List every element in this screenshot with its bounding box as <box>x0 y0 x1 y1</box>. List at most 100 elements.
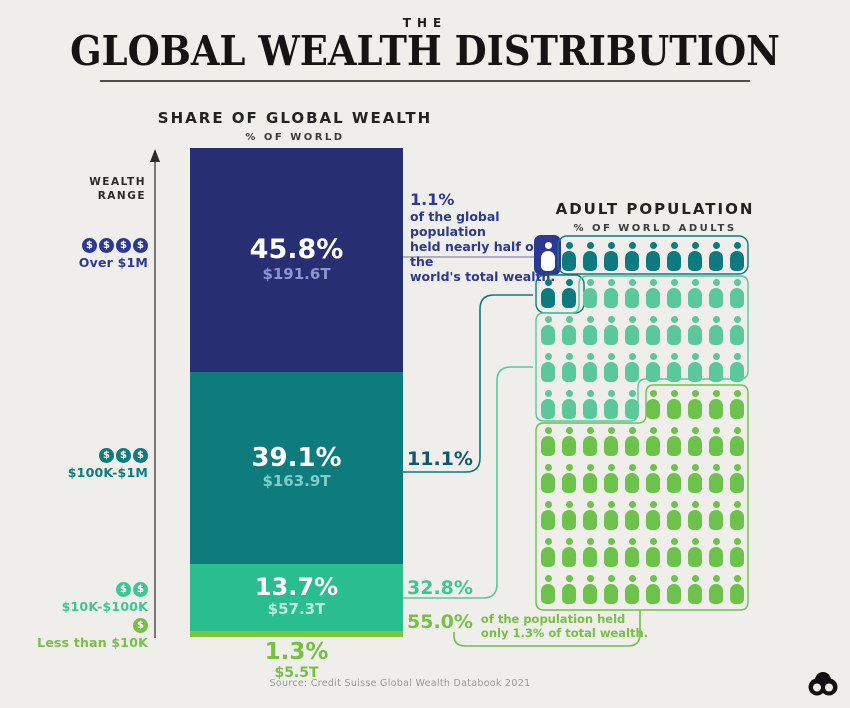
wealth-range-row-1: $ $ $ $100K-$1M <box>2 448 148 480</box>
dollar-coin-icon: $ <box>116 582 131 597</box>
person-icon <box>667 464 681 494</box>
wealth-range-label: Less than $10K <box>37 635 148 650</box>
person-icon <box>646 390 660 420</box>
person-icon <box>625 279 639 309</box>
person-icon <box>730 316 744 346</box>
person-icon <box>730 427 744 457</box>
annotation-1-1-pct: 1.1% of the global population held nearl… <box>410 190 560 284</box>
wealth-range-row-3: $ Less than $10K <box>2 618 148 650</box>
person-icon <box>604 464 618 494</box>
person-icon <box>583 501 597 531</box>
person-icon <box>604 242 618 272</box>
person-icon <box>646 464 660 494</box>
person-icon <box>562 353 576 383</box>
share-panel-subtitle: % OF WORLD <box>245 132 345 143</box>
wealth-range-label: Over $1M <box>78 255 148 270</box>
annotation-11-1-pct: 11.1% <box>407 448 473 470</box>
annotation-pct: 32.8% <box>407 577 473 599</box>
person-icon <box>688 390 702 420</box>
dollar-coins: $ $ $ <box>2 448 148 463</box>
person-icon <box>667 538 681 568</box>
person-icon <box>667 427 681 457</box>
wealth-range-row-2: $ $ $10K-$100K <box>2 582 148 614</box>
person-icon <box>709 538 723 568</box>
person-icon <box>688 501 702 531</box>
person-icon <box>583 538 597 568</box>
person-icon <box>709 575 723 605</box>
visual-capitalist-logo-icon <box>808 672 838 696</box>
person-icon <box>730 279 744 309</box>
person-icon <box>583 242 597 272</box>
person-icon <box>688 242 702 272</box>
person-icon <box>583 353 597 383</box>
person-icon <box>562 464 576 494</box>
person-icon <box>709 353 723 383</box>
person-icon <box>709 242 723 272</box>
person-icon <box>667 279 681 309</box>
person-icon <box>625 501 639 531</box>
person-icon <box>646 353 660 383</box>
dollar-coin-icon: $ <box>116 448 131 463</box>
person-icon <box>709 501 723 531</box>
person-icon <box>688 279 702 309</box>
person-icon <box>604 353 618 383</box>
segment-amount: $57.3T <box>267 600 326 619</box>
person-icon <box>667 242 681 272</box>
title-underline <box>100 80 750 82</box>
annotation-55-0-pct: 55.0% of the population held only 1.3% o… <box>407 611 648 640</box>
wealth-range-label: $10K-$100K <box>61 599 148 614</box>
person-icon <box>730 575 744 605</box>
bar-segment-label-less-than-10k: 1.3% $5.5T <box>190 639 403 681</box>
segment-pct: 1.3% <box>264 639 329 665</box>
source-credit: Source: Credit Suisse Global Wealth Data… <box>269 678 531 689</box>
person-icon <box>541 501 555 531</box>
segment-pct: 13.7% <box>254 573 339 602</box>
person-icon <box>541 390 555 420</box>
person-icon <box>541 316 555 346</box>
person-icon <box>709 464 723 494</box>
annotation-text: of the global population held nearly hal… <box>410 209 556 284</box>
person-icon <box>583 316 597 346</box>
person-icon <box>604 501 618 531</box>
person-icon <box>604 427 618 457</box>
segment-pct: 45.8% <box>249 234 344 266</box>
person-icon <box>625 242 639 272</box>
wealth-range-axis-arrow <box>150 149 160 638</box>
person-icon <box>625 575 639 605</box>
title-kicker: THE <box>402 16 448 30</box>
wealth-range-label: $100K-$1M <box>67 465 148 480</box>
person-icon <box>667 575 681 605</box>
person-icon <box>562 427 576 457</box>
person-icon <box>667 501 681 531</box>
person-icon <box>562 316 576 346</box>
dollar-coin-icon: $ <box>133 582 148 597</box>
person-icon <box>646 575 660 605</box>
bar-segment-2: 13.7% $57.3T <box>190 563 403 632</box>
share-panel-title: SHARE OF GLOBAL WEALTH <box>157 109 433 127</box>
dollar-coin-icon: $ <box>133 448 148 463</box>
person-icon <box>562 242 576 272</box>
person-icon <box>709 427 723 457</box>
dollar-coin-icon: $ <box>82 238 97 253</box>
dollar-coin-icon: $ <box>99 448 114 463</box>
person-icon <box>625 316 639 346</box>
connector-32-8-pct <box>403 366 533 599</box>
person-icon <box>688 538 702 568</box>
person-icon <box>730 538 744 568</box>
person-icon <box>625 538 639 568</box>
person-icon <box>583 390 597 420</box>
person-icon <box>562 390 576 420</box>
person-icon <box>541 538 555 568</box>
person-icon <box>541 279 555 309</box>
population-panel-title: ADULT POPULATION <box>555 200 755 218</box>
person-icon <box>646 242 660 272</box>
person-icon <box>541 242 555 272</box>
person-icon <box>646 316 660 346</box>
person-icon <box>688 427 702 457</box>
person-icon <box>583 464 597 494</box>
person-icon <box>625 390 639 420</box>
person-icon <box>730 464 744 494</box>
dollar-coin-icon: $ <box>116 238 131 253</box>
segment-amount: $163.9T <box>262 472 331 491</box>
